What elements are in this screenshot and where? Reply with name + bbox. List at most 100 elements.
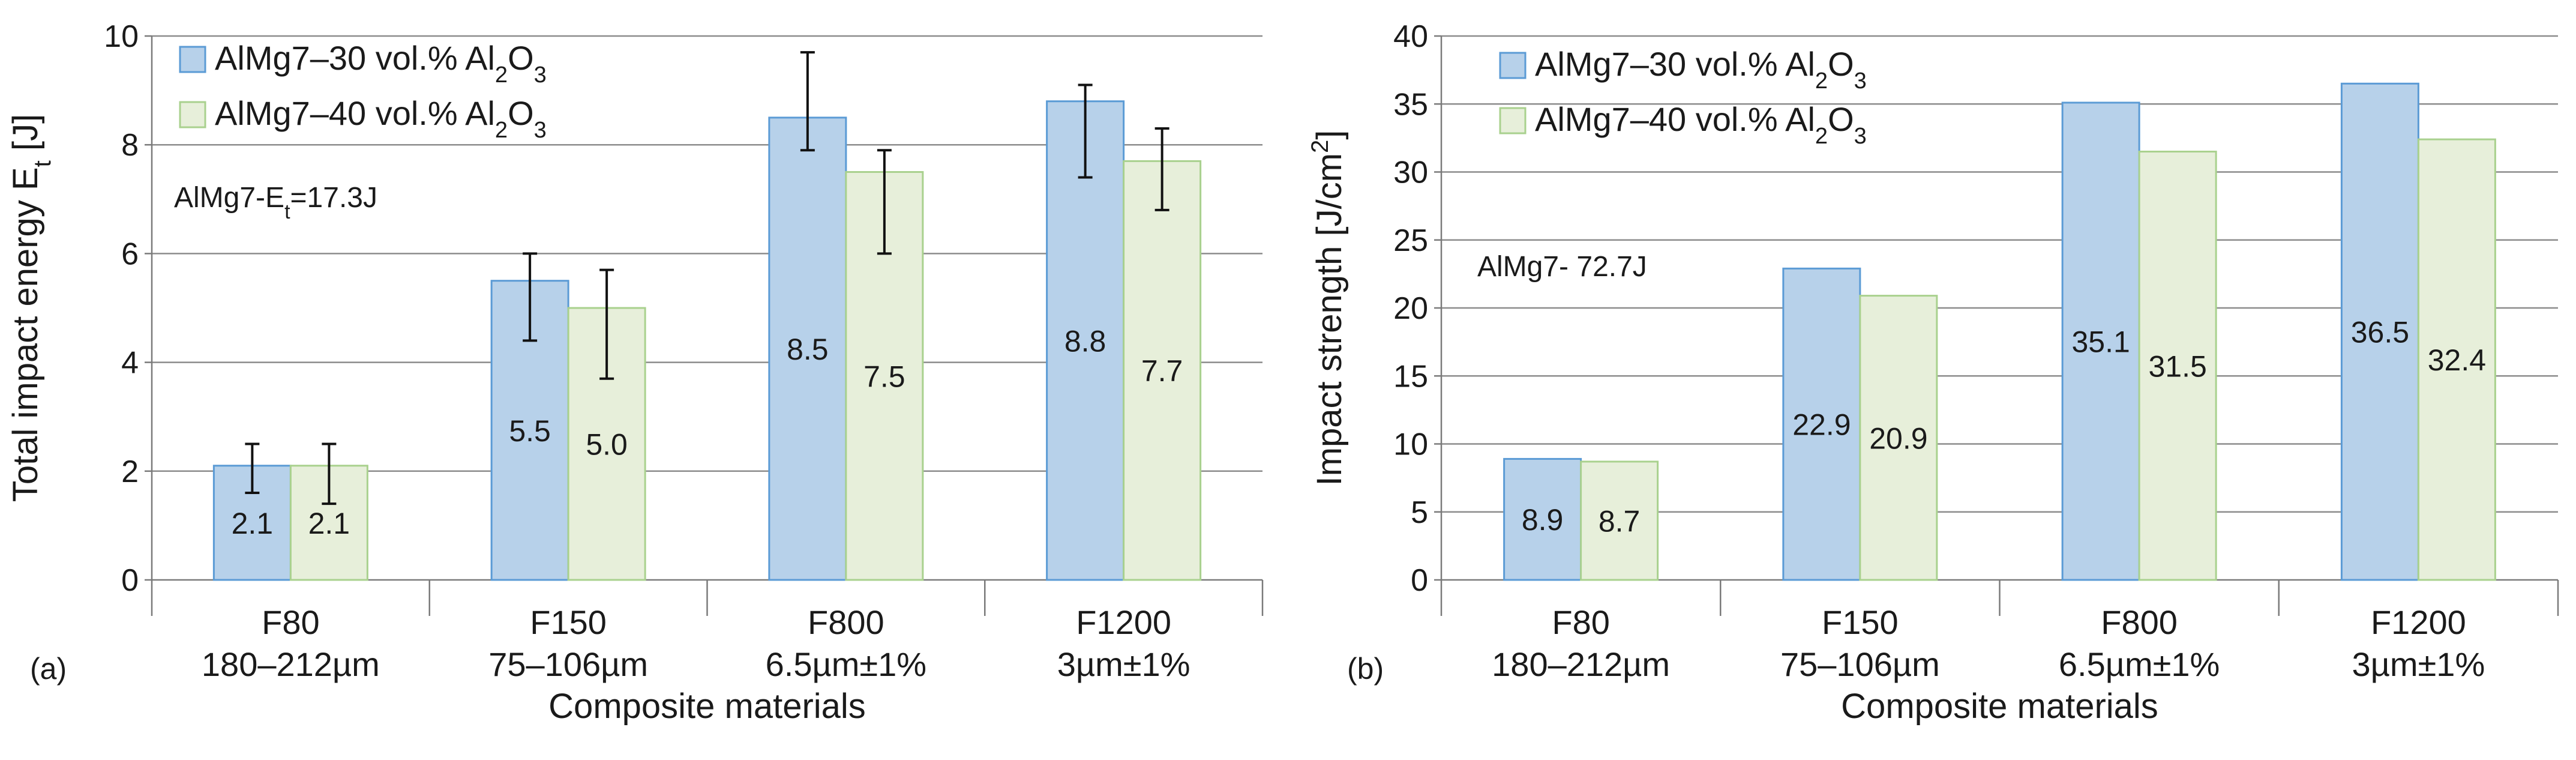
x-category-sublabel: 180–212µm: [1492, 645, 1670, 683]
legend-text-mid: O: [508, 94, 534, 132]
bar-value-label: 20.9: [1869, 421, 1927, 455]
legend-text-mid: O: [508, 39, 534, 77]
legend-swatch-series-1: [1499, 52, 1527, 79]
y-tick-label: 20: [1393, 291, 1428, 326]
bar-series-2-f800: [2138, 151, 2217, 581]
annotation-suffix: =17.3J: [290, 182, 377, 214]
y-tick-label: 35: [1393, 87, 1428, 122]
y-tick-label: 5: [1411, 495, 1428, 530]
x-category-label: F80: [1552, 603, 1610, 641]
x-category-label: F150: [1822, 603, 1899, 641]
y-tick-label: 25: [1393, 223, 1428, 258]
bar-series-2-f1200: [1123, 160, 1202, 581]
legend-subscript: 2: [1815, 68, 1828, 94]
x-category-sublabel: 6.5µm±1%: [766, 645, 926, 683]
x-category-label: F800: [808, 603, 884, 641]
x-category-label: F800: [2101, 603, 2178, 641]
panel-label: (a): [30, 652, 67, 686]
bar-value-label: 36.5: [2351, 316, 2409, 349]
y-tick-label: 0: [1411, 563, 1428, 598]
x-category-sublabel: 75–106µm: [1780, 645, 1940, 683]
bar-value-label: 7.7: [1141, 354, 1183, 388]
legend-subscript: 3: [534, 118, 547, 143]
legend-subscript: 2: [495, 118, 508, 143]
y-tick-label: 40: [1393, 19, 1428, 54]
y-tick-label: 8: [121, 128, 139, 163]
legend-subscript: 2: [1815, 124, 1828, 149]
bar-value-label: 7.5: [863, 360, 905, 393]
x-category-label: F1200: [1076, 603, 1171, 641]
legend-text-mid: O: [1828, 100, 1854, 138]
legend-text: AlMg7–40 vol.% Al: [215, 94, 495, 132]
legend-entry-series-2: AlMg7–40 vol.% Al2O3: [215, 94, 547, 143]
bar-value-label: 32.4: [2428, 343, 2486, 377]
baseline-annotation: AlMg7- 72.7J: [1477, 251, 1647, 283]
legend-text: AlMg7–40 vol.% Al: [1535, 100, 1815, 138]
bar-value-label: 5.0: [586, 428, 628, 462]
bar-value-label: 31.5: [2148, 349, 2206, 383]
x-category-sublabel: 180–212µm: [202, 645, 380, 683]
annotation-text: AlMg7-E: [174, 182, 284, 214]
y-axis-title: Impact strength [J/cm2]: [1307, 130, 1349, 486]
legend-swatch-series-2: [179, 101, 206, 128]
bar-series-1-f1200: [1046, 100, 1125, 581]
y-tick-label: 10: [1393, 427, 1428, 462]
legend-swatch-series-1: [179, 46, 206, 73]
y-axis-title-unit: [J]: [6, 114, 45, 160]
y-tick-label: 10: [104, 19, 139, 54]
y-axis-title-unit: ]: [1310, 130, 1349, 140]
y-axis-title: Total impact energy Et [J]: [6, 114, 56, 502]
bar-series-2-f150: [1859, 295, 1938, 581]
legend-subscript: 2: [495, 62, 508, 88]
y-axis-title-superscript: 2: [1307, 140, 1333, 153]
bar-value-label: 8.5: [787, 333, 829, 366]
x-category-sublabel: 6.5µm±1%: [2059, 645, 2220, 683]
legend-text: AlMg7–30 vol.% Al: [215, 39, 495, 77]
y-tick-label: 4: [121, 346, 139, 381]
bar-series-1-f800: [2061, 101, 2140, 581]
x-axis-title: Composite materials: [548, 687, 866, 726]
bar-value-label: 8.7: [1599, 504, 1641, 538]
legend-entry-series-1: AlMg7–30 vol.% Al2O3: [1535, 45, 1867, 94]
bar-value-label: 2.1: [232, 507, 274, 540]
y-tick-label: 15: [1393, 359, 1428, 394]
legend-text-mid: O: [1828, 45, 1854, 83]
bar-value-label: 5.5: [509, 414, 551, 448]
y-tick-label: 2: [121, 454, 139, 489]
legend-swatch-series-2: [1499, 107, 1527, 134]
bar-series-2-f80: [1580, 460, 1659, 581]
annotation-text: AlMg7- 72.7J: [1477, 251, 1647, 283]
bar-value-label: 8.9: [1522, 503, 1564, 537]
bar-series-2-f1200: [2417, 138, 2496, 581]
x-axis-title: Composite materials: [1841, 687, 2158, 726]
legend-subscript: 3: [1854, 124, 1867, 149]
legend-subscript: 3: [1854, 68, 1867, 94]
x-category-label: F80: [262, 603, 320, 641]
bar-series-1-f150: [1782, 267, 1861, 581]
panel-label: (b): [1347, 652, 1384, 686]
x-category-label: F1200: [2371, 603, 2466, 641]
legend-entry-series-1: AlMg7–30 vol.% Al2O3: [215, 39, 547, 88]
x-category-sublabel: 3µm±1%: [2352, 645, 2485, 683]
x-category-sublabel: 75–106µm: [488, 645, 648, 683]
bar-value-label: 35.1: [2071, 325, 2130, 358]
annotation-subscript: t: [284, 201, 290, 223]
bar-value-label: 22.9: [1792, 408, 1851, 442]
legend-subscript: 3: [534, 62, 547, 88]
bar-series-1-f1200: [2340, 82, 2419, 581]
y-axis-title-main: Impact strength [J/cm: [1310, 153, 1349, 486]
bar-value-label: 2.1: [308, 507, 350, 540]
baseline-annotation: AlMg7-Et=17.3J: [174, 182, 377, 223]
y-axis-title-subscript: t: [29, 160, 56, 167]
bar-value-label: 8.8: [1064, 324, 1106, 358]
y-tick-label: 0: [121, 563, 139, 598]
y-axis-title-main: Total impact energy E: [6, 167, 45, 502]
y-tick-label: 30: [1393, 155, 1428, 190]
legend-entry-series-2: AlMg7–40 vol.% Al2O3: [1535, 100, 1867, 149]
x-category-label: F150: [530, 603, 607, 641]
legend-text: AlMg7–30 vol.% Al: [1535, 45, 1815, 83]
y-tick-label: 6: [121, 237, 139, 271]
x-category-sublabel: 3µm±1%: [1057, 645, 1190, 683]
